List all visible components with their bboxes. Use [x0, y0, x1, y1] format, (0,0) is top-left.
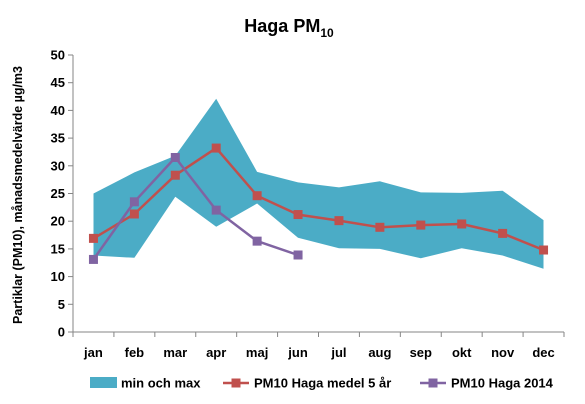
- x-tick-label: okt: [452, 345, 472, 360]
- x-tick-label: maj: [246, 345, 268, 360]
- y-tick-label: 0: [58, 325, 65, 340]
- series-0-point: [416, 220, 426, 230]
- x-tick-label: jan: [83, 345, 103, 360]
- y-tick-label: 15: [51, 241, 65, 256]
- y-tick-label: 30: [51, 158, 65, 173]
- series-1-point: [170, 152, 180, 162]
- y-axis-label: Partiklar (PM10), månadsmedelvärde µg/m3: [11, 66, 25, 324]
- legend-label-series-0: PM10 Haga medel 5 år: [254, 376, 391, 391]
- legend-label-band: min och max: [121, 376, 201, 391]
- x-tick-label: apr: [206, 345, 226, 360]
- chart-title-text: Haga PM: [244, 16, 320, 36]
- series-0-point: [334, 216, 344, 226]
- x-tick-label: feb: [125, 345, 145, 360]
- x-tick-label: sep: [410, 345, 432, 360]
- y-tick-label: 5: [58, 297, 65, 312]
- series-0-point: [170, 170, 180, 180]
- x-tick-label: jul: [330, 345, 346, 360]
- x-tick-label: dec: [532, 345, 554, 360]
- series-0-point: [88, 233, 98, 243]
- legend: min och max PM10 Haga medel 5 år PM10 Haga…: [90, 376, 554, 391]
- band-min-max: [93, 98, 544, 269]
- series-0-point: [375, 222, 385, 232]
- series-1-point: [88, 254, 98, 264]
- y-tick-label: 35: [51, 131, 65, 146]
- legend-swatch-band: [90, 377, 117, 388]
- series-0-point: [457, 219, 467, 229]
- legend-label-series-1: PM10 Haga 2014: [451, 376, 554, 391]
- x-tick-label: nov: [491, 345, 515, 360]
- series-0-point: [293, 210, 303, 220]
- x-tick-label: jun: [287, 345, 308, 360]
- y-tick-label: 20: [51, 214, 65, 229]
- series-1-point: [293, 250, 303, 260]
- x-tick-label: aug: [368, 345, 391, 360]
- series-0-point: [539, 245, 549, 255]
- series-1-point: [252, 236, 262, 246]
- chart-title: Haga PM10: [244, 16, 334, 40]
- series-0-point: [129, 209, 139, 219]
- y-tick-label: 45: [51, 75, 65, 90]
- series-line-0: [92, 146, 544, 252]
- plot-area: 0 5 10 15 20 25 30 35 40 45 50 jan feb mar apr maj jun ju…: [51, 48, 565, 360]
- legend-marker-series-0: [231, 378, 241, 388]
- y-tick-label: 10: [51, 269, 65, 284]
- y-tick-label: 25: [51, 186, 65, 201]
- series-line-1: [92, 156, 299, 261]
- series-0-point: [252, 191, 262, 201]
- chart-title-subscript: 10: [320, 26, 334, 40]
- series-1-point: [211, 205, 221, 215]
- y-tick-label: 40: [51, 103, 65, 118]
- x-tick-label: mar: [163, 345, 187, 360]
- series-0-point: [211, 143, 221, 153]
- series-0-point: [498, 228, 508, 238]
- y-tick-label: 50: [51, 48, 65, 63]
- legend-marker-series-1: [428, 378, 438, 388]
- series-1-point: [129, 197, 139, 207]
